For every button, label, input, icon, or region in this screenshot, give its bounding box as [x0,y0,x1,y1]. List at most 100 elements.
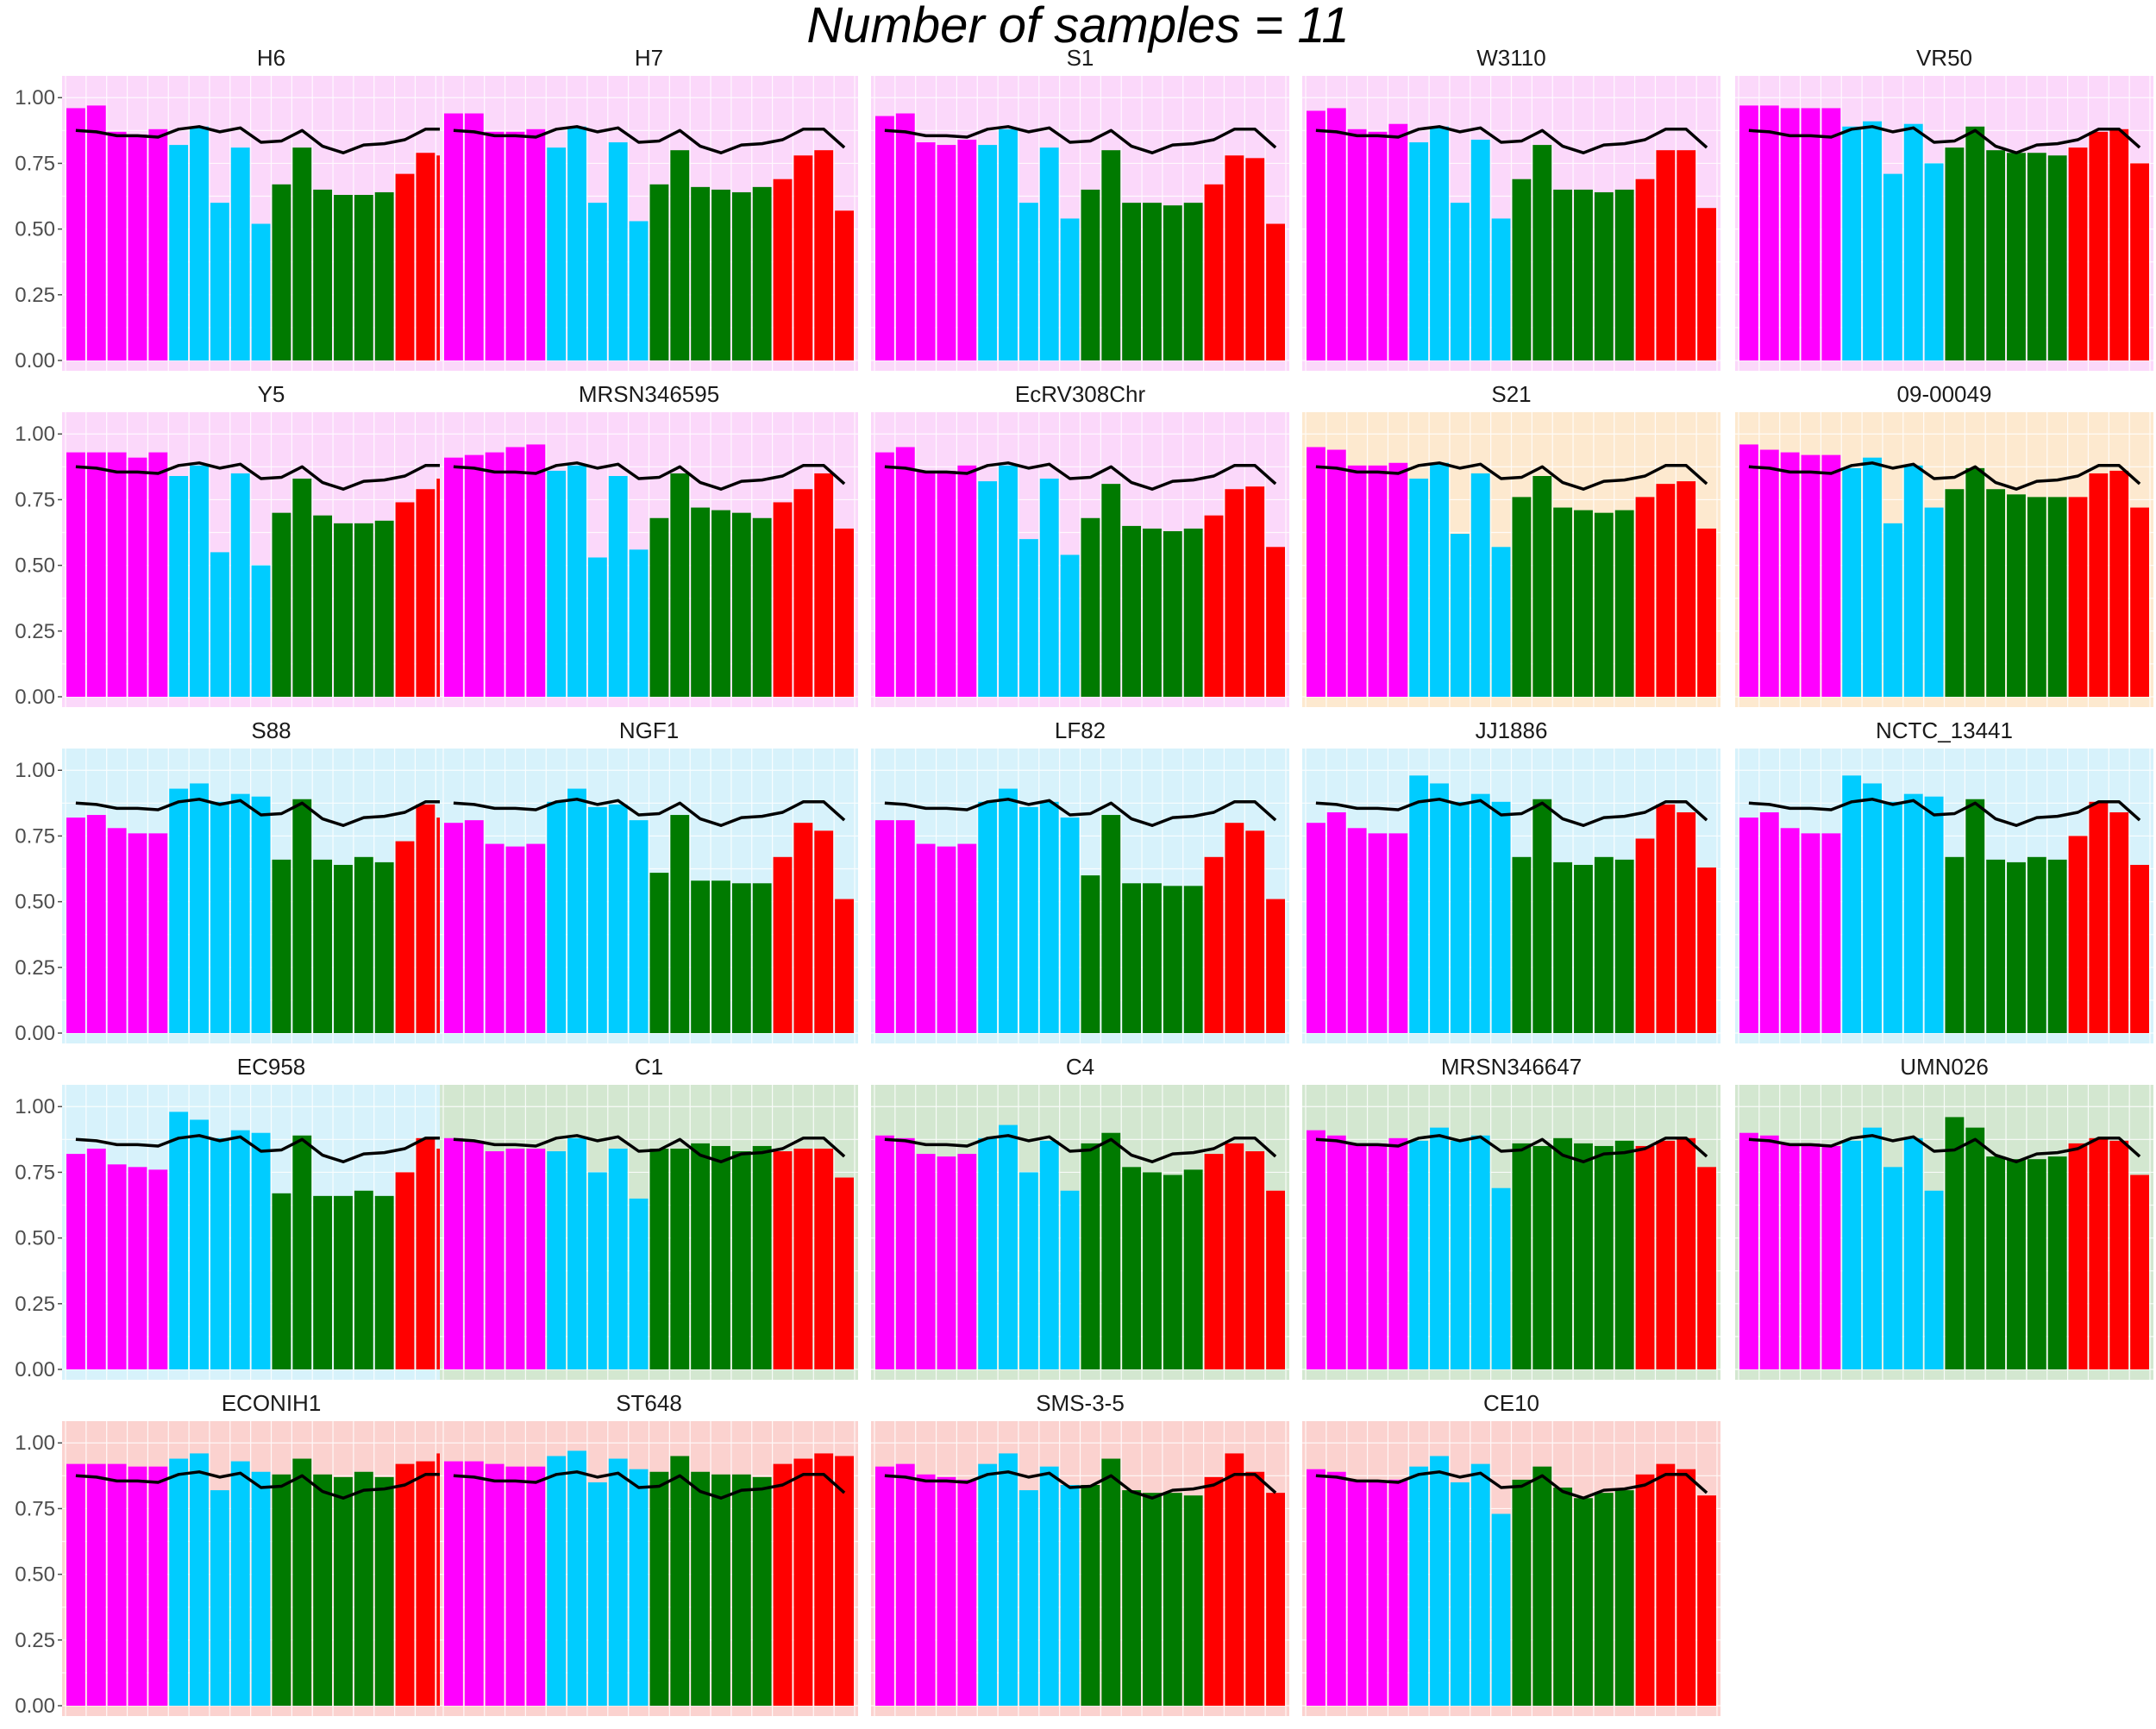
bar [587,1172,607,1369]
bar [1430,1456,1449,1706]
bar [1225,823,1244,1033]
bar [1697,528,1716,697]
bar [587,1482,607,1706]
bar [793,155,813,360]
average-line [884,798,1277,827]
bar [1491,1513,1511,1706]
bar [1143,1493,1162,1706]
bar [1491,801,1511,1033]
bar [629,1469,649,1706]
bar [1924,796,1944,1033]
bar [1368,1482,1388,1706]
bar [1924,507,1944,697]
panel-title: Y5 [258,381,285,407]
bar [999,1453,1018,1706]
bar [773,1463,793,1706]
y-tick-label: 1.00 [15,423,55,446]
bar [649,184,669,360]
bar [1183,528,1203,697]
panel-09-00049: 09-00049 [1735,381,2153,707]
bars [875,1453,1285,1706]
bar [128,1466,147,1706]
bar [1450,1140,1470,1369]
bars [444,444,854,697]
bar [251,565,271,697]
bar [334,195,353,360]
bar [1759,812,1779,1033]
bar [1183,886,1203,1033]
bar [814,150,834,360]
bar [505,131,525,360]
bar [567,1137,586,1369]
bar [1081,517,1100,697]
bar [670,473,690,697]
bar [1491,547,1511,697]
panel-title: LF82 [1055,717,1106,743]
bar [814,473,834,697]
panel-ec958: EC958 0.00 0.25 0.50 0.75 1.00 [15,1054,480,1381]
y-tick-label: 0.00 [15,686,55,709]
bar [526,128,546,361]
bar [1409,1140,1429,1369]
bar [567,126,586,360]
bar [526,1466,546,1706]
y-tick-label: 0.00 [15,1022,55,1045]
y-tick-label: 1.00 [15,86,55,110]
bar [1553,507,1573,697]
panel-title: ECONIH1 [222,1390,322,1416]
bar [1347,828,1367,1033]
bar [1986,1156,2006,1369]
panel-title: H7 [635,45,663,71]
bar [2007,861,2026,1033]
bar [526,1149,546,1369]
bar [2089,131,2109,360]
bar [1368,833,1388,1033]
bar [485,1151,505,1369]
bar [444,457,463,697]
bar [1697,208,1716,360]
panel-mrsn346595: MRSN346595 [440,381,858,707]
bar [670,150,690,360]
bars [444,113,854,361]
bar [272,512,291,697]
average-line [1315,1470,1708,1500]
bar [1759,449,1779,697]
bar [292,1135,312,1369]
bar [107,1164,127,1369]
bar [1225,1143,1244,1369]
bar [1883,1167,1902,1369]
y-tick-label: 0.75 [15,488,55,511]
bar [957,465,977,697]
bar [292,799,312,1033]
y-tick-label: 0.50 [15,1563,55,1587]
bar [1307,447,1326,697]
bar [1491,1187,1511,1369]
bar [210,1490,229,1706]
bar [1759,1135,1779,1369]
bar [1060,818,1080,1033]
bar [2109,470,2129,697]
bars [66,783,476,1033]
bar [793,489,813,697]
bars [875,1124,1285,1369]
bar [875,452,894,697]
bar [957,1154,977,1369]
bar [1677,1469,1696,1706]
bar [1656,804,1676,1033]
bar [395,173,415,360]
bar [354,856,373,1033]
bar [374,1476,394,1706]
bar [1532,145,1552,360]
panel-title: 09-00049 [1897,381,1992,407]
bar [1450,203,1470,360]
bar [1883,523,1902,697]
bar [547,1151,567,1369]
bar [937,470,956,697]
bars [1739,105,2149,361]
bar [567,1450,586,1706]
bar [1388,123,1408,360]
panel-title: H6 [257,45,285,71]
bar [916,1474,936,1706]
bar [148,128,168,361]
